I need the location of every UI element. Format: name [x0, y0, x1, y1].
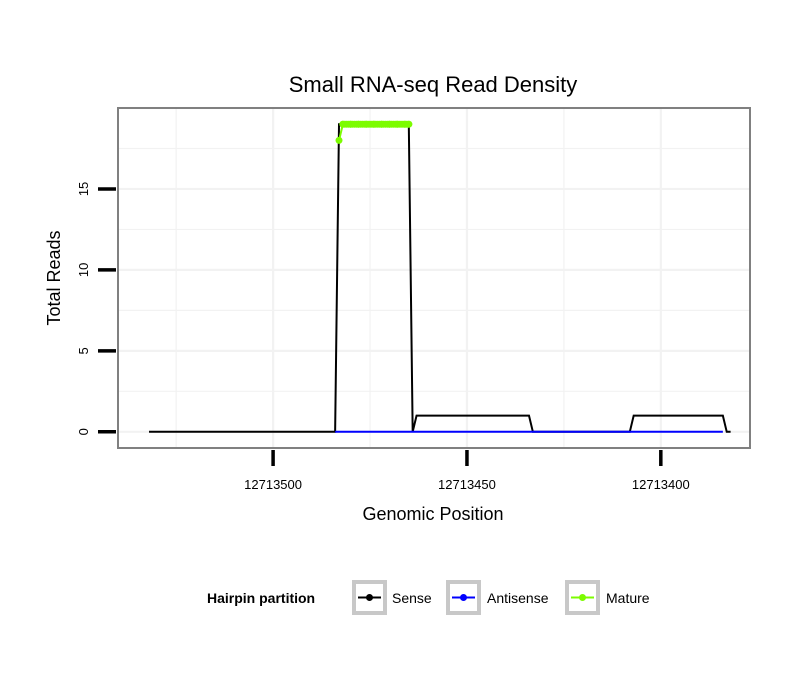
series-layer — [149, 120, 731, 433]
legend-dot-sense — [366, 594, 373, 601]
x-axis: 12713500 12713450 12713400 — [244, 450, 690, 492]
legend-item-mature: Mature — [565, 580, 650, 615]
legend-item-antisense: Antisense — [446, 580, 549, 615]
x-axis-label: Genomic Position — [362, 504, 503, 524]
legend-title: Hairpin partition — [207, 590, 315, 606]
series-line-sense — [149, 123, 731, 433]
data-point-mature — [405, 120, 413, 128]
x-tick-label: 12713500 — [244, 477, 302, 492]
legend-dot-mature — [579, 594, 586, 601]
x-tick-label: 12713400 — [632, 477, 690, 492]
legend-label-sense: Sense — [392, 590, 432, 606]
legend-label-mature: Mature — [606, 590, 650, 606]
y-tick-label: 15 — [76, 182, 91, 196]
chart-title: Small RNA-seq Read Density — [289, 72, 578, 97]
data-point-mature — [335, 136, 343, 144]
y-tick-label: 5 — [76, 347, 91, 354]
y-axis-label: Total Reads — [44, 230, 64, 325]
legend-label-antisense: Antisense — [487, 590, 549, 606]
x-tick-label: 12713450 — [438, 477, 496, 492]
y-tick-label: 10 — [76, 263, 91, 277]
legend-dot-antisense — [460, 594, 467, 601]
grid-lines — [118, 106, 750, 448]
plot-border — [117, 107, 751, 449]
legend-item-sense: Sense — [352, 580, 432, 615]
y-tick-label: 0 — [76, 428, 91, 435]
y-axis: 0 5 10 15 — [76, 182, 116, 435]
plot-panel — [118, 108, 750, 448]
legend: Hairpin partition Sense Antisense Mature — [207, 580, 650, 615]
